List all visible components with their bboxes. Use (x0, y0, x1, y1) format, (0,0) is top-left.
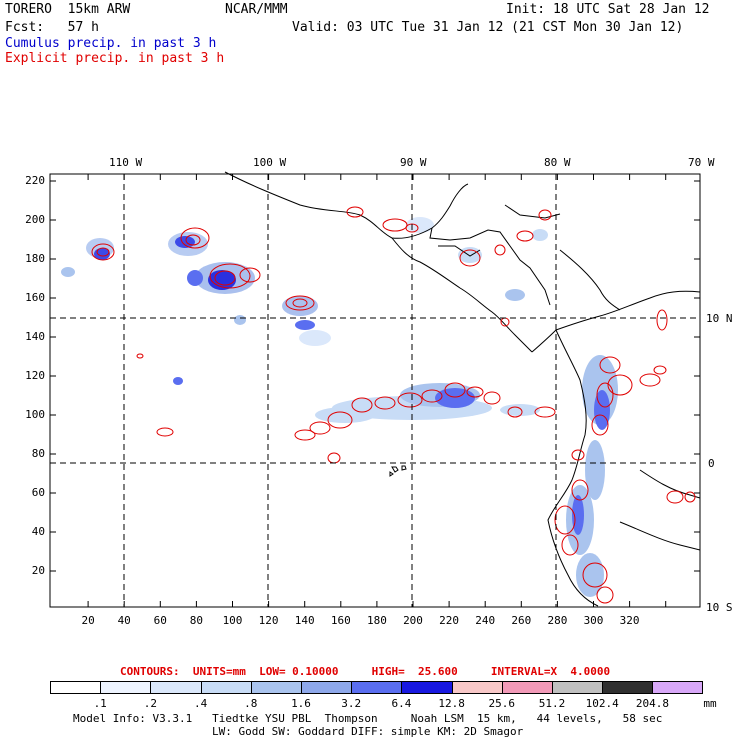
x-tick-label: 180 (366, 614, 387, 627)
forecast-hour: Fcst: 57 h (5, 20, 99, 35)
colorbar-label: 204.8 (635, 697, 669, 710)
map-frame (49, 173, 701, 608)
colorbar-cell (652, 681, 703, 694)
lat-label-10s: 10 S (706, 601, 733, 614)
y-tick-label: 180 (25, 252, 45, 265)
colorbar-label: 12.8 (438, 697, 465, 710)
colorbar-cell (451, 681, 502, 694)
x-tick-label: 220 (439, 614, 460, 627)
x-tick-label: 140 (294, 614, 315, 627)
x-tick-label: 160 (330, 614, 351, 627)
explicit-field-label: Explicit precip. in past 3 h (5, 51, 225, 66)
contours-info: CONTOURS: UNITS=mm LOW= 0.10000 HIGH= 25… (120, 665, 611, 678)
graticule (50, 174, 700, 607)
colorbar-label: .4 (193, 697, 208, 710)
x-tick-label: 60 (153, 614, 167, 627)
colorbar-label: 102.4 (585, 697, 619, 710)
lon-label-80w: 80 W (544, 156, 571, 169)
x-tick-label: 200 (403, 614, 423, 627)
coastlines (224, 171, 701, 607)
y-tick-label: 20 (31, 564, 45, 577)
x-tick-label: 120 (258, 614, 279, 627)
colorbar-cell (250, 681, 301, 694)
x-tick-label: 260 (511, 614, 532, 627)
cumulus-field-label: Cumulus precip. in past 3 h (5, 36, 217, 51)
lon-label-70w: 70 W (688, 156, 715, 169)
x-tick-label: 240 (475, 614, 496, 627)
x-tick-label: 80 (189, 614, 204, 627)
y-tick-label: 40 (31, 525, 45, 538)
x-tick-label: 40 (117, 614, 131, 627)
colorbar-cell (100, 681, 151, 694)
colorbar-label: .8 (244, 697, 258, 710)
x-tick-label: 100 (222, 614, 243, 627)
x-tick-label: 280 (547, 614, 568, 627)
colorbar-cell (150, 681, 201, 694)
colorbar-label: 51.2 (538, 697, 566, 710)
colorbar-cell (401, 681, 452, 694)
valid-time: Valid: 03 UTC Tue 31 Jan 12 (21 CST Mon … (292, 20, 684, 35)
y-tick-label: 160 (25, 291, 45, 304)
colorbar-cell (602, 681, 653, 694)
colorbar-label: .1 (93, 697, 107, 710)
lon-label-100w: 100 W (253, 156, 287, 169)
model-title: TORERO 15km ARW (5, 2, 131, 17)
colorbar-cell (50, 681, 101, 694)
y-tick-label: 80 (31, 447, 45, 460)
lat-label-10n: 10 N (706, 312, 733, 325)
colorbar-label: 6.4 (391, 697, 412, 710)
colorbar-cell (200, 681, 251, 694)
colorbar-label: 25.6 (488, 697, 516, 710)
lon-label-90w: 90 W (400, 156, 427, 169)
y-tick-label: 220 (25, 174, 45, 187)
y-tick-label: 60 (31, 486, 45, 499)
colorbar-cell (501, 681, 552, 694)
axis-ticks (50, 174, 700, 607)
lon-label-110w: 110 W (109, 156, 143, 169)
colorbar-cell (351, 681, 402, 694)
colorbar-label: .2 (143, 697, 158, 710)
organization-label: NCAR/MMM (225, 2, 288, 17)
colorbar-label: 1.6 (291, 697, 311, 710)
init-time: Init: 18 UTC Sat 28 Jan 12 (506, 2, 710, 17)
y-tick-label: 200 (25, 213, 45, 226)
model-physics: LW: Godd SW: Goddard DIFF: simple KM: 2D… (212, 725, 524, 738)
explicit-contours (91, 206, 696, 604)
colorbar-label: 3.2 (341, 697, 362, 710)
y-tick-label: 120 (25, 369, 45, 382)
lat-label-0: 0 (708, 457, 715, 470)
colorbar-cell (301, 681, 352, 694)
x-tick-label: 300 (583, 614, 604, 627)
x-tick-label: 20 (81, 614, 95, 627)
colorbar-label: mm (703, 697, 717, 710)
x-tick-label: 320 (619, 614, 640, 627)
y-tick-label: 140 (25, 330, 45, 343)
model-info: Model Info: V3.3.1 Tiedtke YSU PBL Thomp… (73, 712, 663, 725)
colorbar-cell (552, 681, 603, 694)
y-tick-label: 100 (25, 408, 45, 421)
